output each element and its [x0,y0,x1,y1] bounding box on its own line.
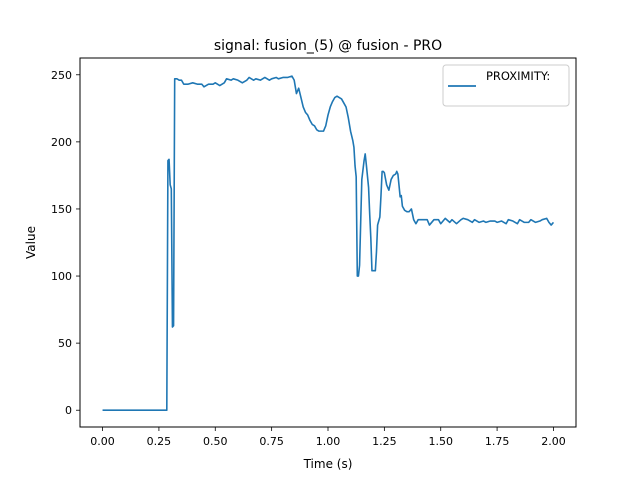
x-tick-label: 0.00 [90,435,115,448]
y-tick-label: 100 [51,270,72,283]
y-axis: 0 50 100 150 200 250 [51,69,80,417]
legend-box [442,64,570,107]
y-tick-label: 200 [51,136,72,149]
plot-area [102,75,555,412]
y-axis-label: Value [24,226,38,259]
chart-title: signal: fusion_(5) @ fusion - PRO [214,38,442,54]
x-axis-label: Time (s) [303,457,353,471]
x-tick-label: 1.50 [428,435,453,448]
x-tick-label: 2.00 [541,435,566,448]
y-tick-label: 250 [51,69,72,82]
x-tick-label: 1.25 [372,435,397,448]
series-line-proximity [102,75,555,412]
y-tick-label: 0 [65,404,72,417]
y-tick-label: 50 [58,337,72,350]
x-tick-label: 0.50 [203,435,228,448]
x-tick-label: 0.25 [147,435,172,448]
y-tick-label: 150 [51,203,72,216]
x-tick-label: 0.75 [259,435,284,448]
x-tick-label: 1.00 [316,435,341,448]
legend: PROXIMITY: [442,64,570,107]
x-axis: 0.00 0.25 0.50 0.75 1.00 1.25 1.50 1.75 2.00 [90,427,566,448]
legend-label: PROXIMITY: [486,69,550,83]
x-tick-label: 1.75 [485,435,510,448]
axes-frame [79,57,577,428]
